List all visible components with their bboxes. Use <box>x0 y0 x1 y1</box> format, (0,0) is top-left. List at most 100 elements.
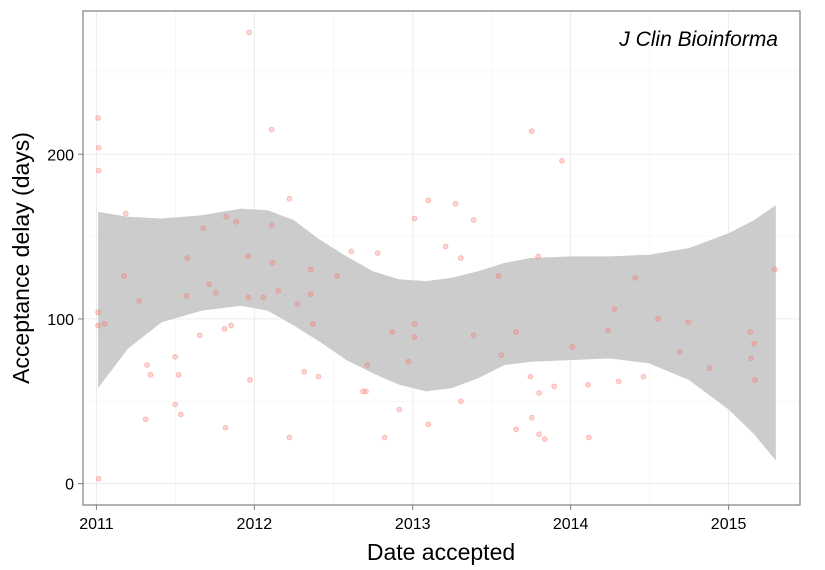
y-axis-ticks: 0 100 200 <box>47 147 83 494</box>
data-point <box>411 321 418 327</box>
data-point <box>269 260 276 266</box>
data-point <box>309 321 316 327</box>
data-point <box>175 372 182 378</box>
data-point <box>611 306 618 312</box>
data-point <box>286 434 293 441</box>
data-point <box>95 475 102 482</box>
data-point <box>121 273 127 279</box>
data-point <box>513 426 519 433</box>
data-point <box>142 416 149 423</box>
plot-panel-border <box>82 10 801 506</box>
x-axis-ticks: 2011 2012 2013 2014 2015 <box>79 505 747 533</box>
data-point <box>374 250 381 256</box>
data-point <box>334 273 340 279</box>
data-point <box>95 309 101 316</box>
data-point <box>315 373 322 380</box>
data-point <box>605 327 611 334</box>
data-point <box>275 288 282 294</box>
data-point <box>245 253 252 260</box>
y-tick-label: 200 <box>47 147 74 164</box>
data-point <box>301 368 307 375</box>
y-tick-label: 0 <box>65 477 74 494</box>
data-point <box>147 372 154 378</box>
data-point <box>535 253 542 260</box>
data-point <box>569 344 576 350</box>
data-point <box>222 424 229 431</box>
data-point <box>551 383 558 390</box>
data-point <box>172 401 179 408</box>
data-point <box>247 377 253 383</box>
data-point <box>245 294 252 301</box>
x-tick-label: 2014 <box>553 516 589 533</box>
data-point <box>144 362 150 368</box>
data-point <box>101 321 108 327</box>
data-point <box>381 434 388 441</box>
data-point <box>685 319 692 326</box>
data-point <box>307 266 314 273</box>
data-point <box>772 266 778 273</box>
data-point <box>95 322 101 329</box>
x-tick-label: 2012 <box>237 516 273 533</box>
journal-annotation: J Clin Bioinforma <box>618 28 778 51</box>
data-point <box>246 29 253 36</box>
data-point <box>632 274 638 281</box>
data-point <box>286 195 293 202</box>
x-tick-label: 2015 <box>711 516 747 533</box>
data-point <box>585 381 591 388</box>
data-point <box>470 332 477 339</box>
data-point <box>396 406 403 413</box>
data-point <box>389 329 396 335</box>
data-point <box>411 215 418 222</box>
data-point <box>348 248 355 255</box>
data-point <box>294 301 301 307</box>
data-point <box>268 222 275 228</box>
data-point <box>364 362 371 368</box>
data-point <box>536 390 542 396</box>
data-point <box>196 332 203 339</box>
data-point <box>498 352 505 359</box>
data-point <box>442 243 449 250</box>
data-point <box>615 378 622 385</box>
data-point <box>405 358 412 365</box>
data-point <box>751 340 757 347</box>
data-point <box>260 294 267 301</box>
data-point <box>183 293 190 299</box>
data-point <box>676 349 683 355</box>
data-point <box>495 273 502 279</box>
data-point <box>360 388 366 395</box>
data-point <box>528 128 535 135</box>
data-point <box>184 255 191 261</box>
x-tick-label: 2013 <box>395 516 431 533</box>
data-point <box>228 322 234 329</box>
data-point <box>177 411 184 418</box>
x-axis-title: Date accepted <box>367 539 515 565</box>
data-point <box>268 126 275 133</box>
data-point <box>307 291 314 298</box>
data-point <box>527 373 534 380</box>
data-point <box>95 115 101 121</box>
data-point <box>212 289 219 296</box>
data-point <box>363 388 369 395</box>
data-point <box>528 414 535 421</box>
data-point <box>748 355 754 362</box>
data-point <box>655 316 661 322</box>
data-point <box>513 329 519 335</box>
data-point <box>122 210 129 217</box>
data-point <box>541 436 548 442</box>
y-axis-title: Acceptance delay (days) <box>8 132 34 384</box>
data-point <box>425 421 432 428</box>
data-point <box>536 431 542 438</box>
data-point <box>559 157 565 164</box>
data-point <box>221 325 228 332</box>
data-point <box>223 213 230 220</box>
data-point <box>585 434 592 441</box>
smooth-confidence-band <box>98 205 776 461</box>
data-point <box>470 217 477 223</box>
data-point <box>95 167 102 174</box>
data-points <box>95 29 778 482</box>
data-point <box>411 334 418 340</box>
data-point <box>233 218 240 225</box>
data-point <box>172 353 179 360</box>
data-point <box>752 377 758 383</box>
